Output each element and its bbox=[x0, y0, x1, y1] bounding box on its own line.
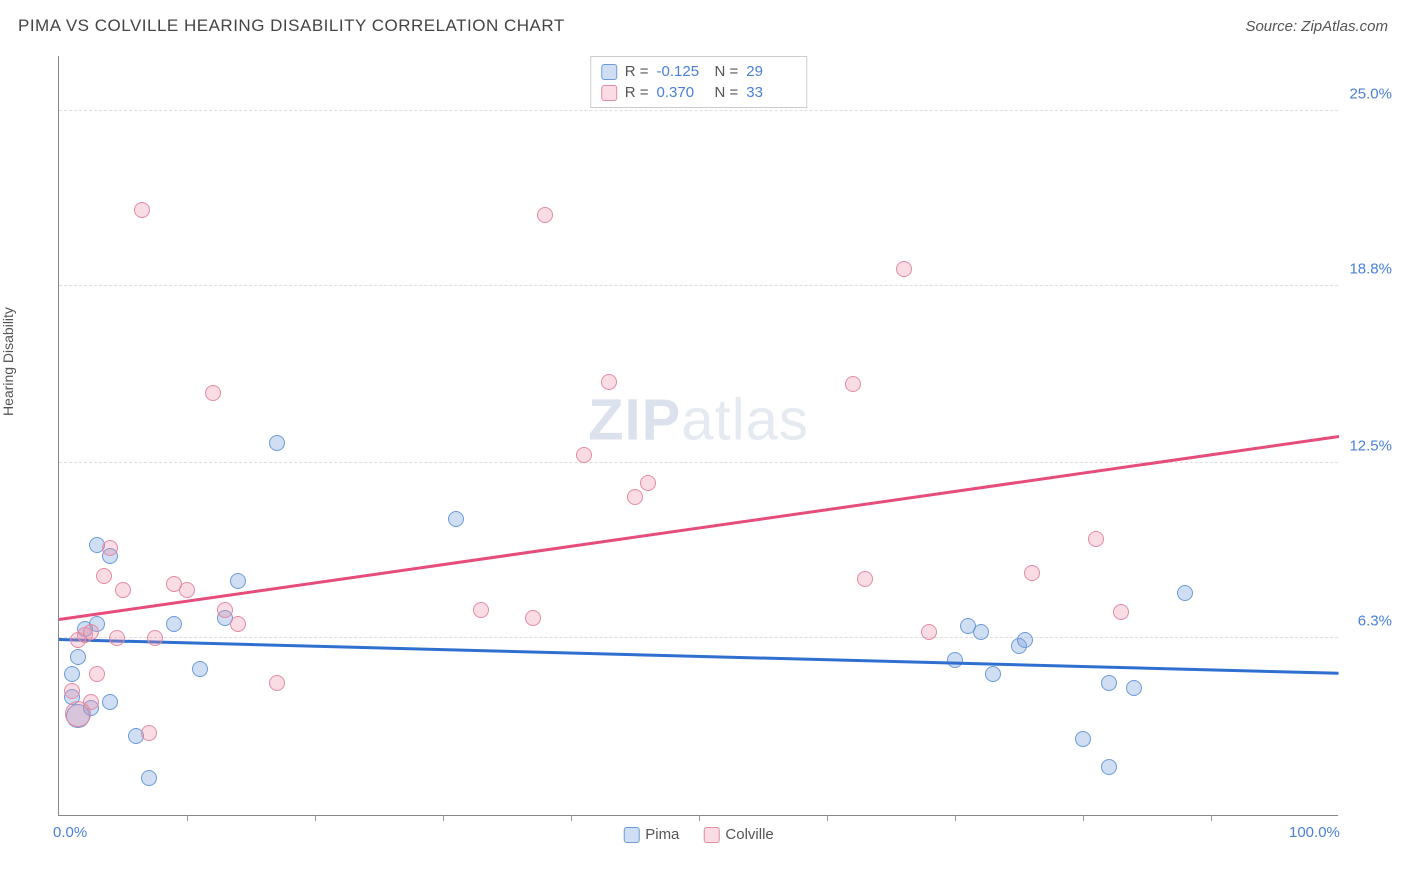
legend-label: Colville bbox=[725, 826, 773, 843]
data-point bbox=[947, 652, 963, 668]
y-axis-label: Hearing Disability bbox=[0, 307, 16, 416]
data-point bbox=[230, 573, 246, 589]
data-point bbox=[1024, 565, 1040, 581]
data-point bbox=[83, 694, 99, 710]
x-tick bbox=[571, 815, 572, 821]
stat-n-label: N = bbox=[715, 63, 739, 80]
data-point bbox=[141, 770, 157, 786]
stats-row: R = 0.370 N = 33 bbox=[601, 82, 797, 103]
stat-r-label: R = bbox=[625, 63, 649, 80]
source-label: Source: ZipAtlas.com bbox=[1245, 18, 1388, 35]
data-point bbox=[205, 385, 221, 401]
x-tick bbox=[1083, 815, 1084, 821]
data-point bbox=[89, 666, 105, 682]
x-tick bbox=[315, 815, 316, 821]
legend-swatch bbox=[601, 85, 617, 101]
data-point bbox=[627, 489, 643, 505]
watermark: ZIPatlas bbox=[588, 387, 809, 454]
data-point bbox=[525, 610, 541, 626]
chart-title: PIMA VS COLVILLE HEARING DISABILITY CORR… bbox=[18, 16, 565, 36]
x-tick bbox=[187, 815, 188, 821]
data-point bbox=[985, 666, 1001, 682]
data-point bbox=[109, 630, 125, 646]
data-point bbox=[269, 435, 285, 451]
stat-r-value: 0.370 bbox=[657, 84, 707, 101]
gridline bbox=[59, 285, 1338, 286]
x-tick bbox=[443, 815, 444, 821]
x-tick-label: 100.0% bbox=[1289, 824, 1340, 841]
x-tick bbox=[827, 815, 828, 821]
data-point bbox=[64, 666, 80, 682]
legend-swatch bbox=[703, 827, 719, 843]
legend-swatch bbox=[601, 64, 617, 80]
data-point bbox=[448, 511, 464, 527]
data-point bbox=[134, 202, 150, 218]
stats-legend: R = -0.125 N = 29 R = 0.370 N = 33 bbox=[590, 56, 808, 108]
gridline bbox=[59, 637, 1338, 638]
data-point bbox=[1101, 675, 1117, 691]
data-point bbox=[1126, 680, 1142, 696]
data-point bbox=[83, 624, 99, 640]
data-point bbox=[115, 582, 131, 598]
gridline bbox=[59, 110, 1338, 111]
series-legend: Pima Colville bbox=[623, 826, 774, 843]
x-tick bbox=[955, 815, 956, 821]
data-point bbox=[141, 725, 157, 741]
chart-header: PIMA VS COLVILLE HEARING DISABILITY CORR… bbox=[10, 10, 1396, 46]
x-tick bbox=[1211, 815, 1212, 821]
data-point bbox=[102, 694, 118, 710]
data-point bbox=[1101, 759, 1117, 775]
data-point bbox=[537, 207, 553, 223]
stat-n-value: 33 bbox=[746, 84, 796, 101]
plot-area: ZIPatlas R =-0.125N =29R =0.370N =33 Pim… bbox=[58, 56, 1338, 816]
y-tick-label: 12.5% bbox=[1349, 438, 1392, 455]
data-point bbox=[1177, 585, 1193, 601]
y-tick-label: 18.8% bbox=[1349, 260, 1392, 277]
data-point bbox=[576, 447, 592, 463]
trend-line bbox=[59, 638, 1339, 674]
data-point bbox=[217, 602, 233, 618]
x-tick-label: 0.0% bbox=[53, 824, 87, 841]
data-point bbox=[640, 475, 656, 491]
data-point bbox=[1113, 604, 1129, 620]
stat-r-label: R = bbox=[625, 84, 649, 101]
data-point bbox=[269, 675, 285, 691]
stats-row: R = -0.125 N = 29 bbox=[601, 61, 797, 82]
data-point bbox=[473, 602, 489, 618]
data-point bbox=[1017, 632, 1033, 648]
data-point bbox=[857, 571, 873, 587]
stat-n-value: 29 bbox=[746, 63, 796, 80]
data-point bbox=[102, 540, 118, 556]
y-tick-label: 25.0% bbox=[1349, 86, 1392, 103]
data-point bbox=[96, 568, 112, 584]
data-point bbox=[147, 630, 163, 646]
legend-swatch bbox=[623, 827, 639, 843]
x-tick bbox=[699, 815, 700, 821]
watermark-part1: ZIP bbox=[588, 388, 681, 453]
stat-r-value: -0.125 bbox=[657, 63, 707, 80]
legend-label: Pima bbox=[645, 826, 679, 843]
data-point bbox=[896, 261, 912, 277]
data-point bbox=[166, 616, 182, 632]
data-point bbox=[179, 582, 195, 598]
legend-item: Pima bbox=[623, 826, 679, 843]
data-point bbox=[192, 661, 208, 677]
data-point bbox=[960, 618, 976, 634]
watermark-part2: atlas bbox=[681, 388, 809, 453]
stat-n-label: N = bbox=[715, 84, 739, 101]
data-point bbox=[921, 624, 937, 640]
data-point bbox=[70, 649, 86, 665]
data-point bbox=[1075, 731, 1091, 747]
y-tick-label: 6.3% bbox=[1358, 612, 1392, 629]
data-point bbox=[601, 374, 617, 390]
chart-container: Hearing Disability ZIPatlas R =-0.125N =… bbox=[10, 46, 1396, 866]
data-point bbox=[845, 376, 861, 392]
data-point bbox=[230, 616, 246, 632]
data-point bbox=[64, 683, 80, 699]
legend-item: Colville bbox=[703, 826, 773, 843]
data-point bbox=[1088, 531, 1104, 547]
